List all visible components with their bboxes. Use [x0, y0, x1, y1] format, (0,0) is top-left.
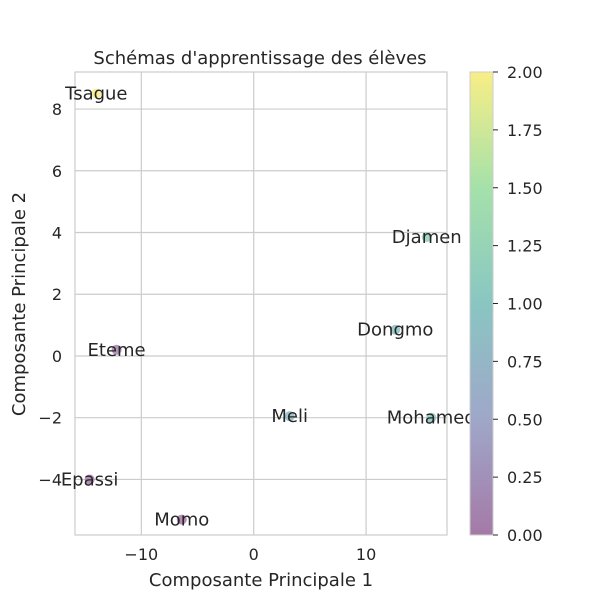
point-label: Mohamed — [387, 408, 476, 429]
data-point — [176, 514, 187, 525]
y-tick-label: 2 — [52, 285, 62, 304]
data-points — [84, 88, 437, 525]
data-point — [91, 88, 102, 99]
y-tick-label: 6 — [52, 162, 62, 181]
y-tick-label: 4 — [52, 224, 62, 243]
y-tick-label: −2 — [38, 409, 62, 428]
x-tick-label: 0 — [249, 545, 259, 564]
point-label: Tsague — [64, 84, 127, 105]
point-label: Meli — [271, 406, 308, 427]
colorbar-tick-label: 1.25 — [507, 237, 543, 256]
colorbar-tick-label: 1.00 — [507, 295, 543, 314]
plot-frame — [74, 71, 448, 536]
grid — [75, 72, 447, 535]
x-axis-ticks: −10 0 10 — [124, 545, 376, 564]
data-point — [84, 474, 95, 485]
y-axis-label: Composante Principale 2 — [9, 192, 30, 416]
point-label: Djamen — [392, 227, 462, 248]
data-point — [421, 232, 432, 243]
colorbar-tick-label: 0.75 — [507, 352, 543, 371]
colorbar-tick-label: 1.75 — [507, 121, 543, 140]
x-axis-label: Composante Principale 1 — [149, 570, 373, 591]
x-tick-label: 10 — [356, 545, 376, 564]
colorbar-tick-label: 2.00 — [507, 63, 543, 82]
colorbar-tick-label: 1.50 — [507, 179, 543, 198]
data-point — [284, 411, 295, 422]
point-label: Dongmo — [357, 320, 433, 341]
point-label: Momo — [154, 510, 209, 531]
colorbar-tick-label: 0.00 — [507, 526, 543, 545]
colorbar-ticks: 0.00 0.25 0.50 0.75 1.00 1.25 1.50 1.75 2.00 — [493, 63, 543, 545]
y-tick-label: 8 — [52, 100, 62, 119]
point-labels: Tsague Djamen Dongmo Eteme Meli Mohamed Epassi… — [61, 84, 476, 531]
x-tick-label: −10 — [124, 545, 158, 564]
data-point — [426, 412, 437, 423]
colorbar-tick-label: 0.50 — [507, 410, 543, 429]
point-label: Epassi — [61, 469, 119, 490]
y-axis-ticks: −4 −2 0 2 4 6 8 — [38, 100, 62, 489]
y-tick-label: 0 — [52, 347, 62, 366]
chart-title: Schémas d'apprentissage des élèves — [93, 48, 426, 69]
colorbar — [469, 71, 494, 536]
data-point — [111, 344, 122, 355]
point-label: Eteme — [88, 340, 146, 361]
y-tick-label: −4 — [38, 470, 62, 489]
colorbar-tick-label: 0.25 — [507, 468, 543, 487]
data-point — [390, 324, 401, 335]
